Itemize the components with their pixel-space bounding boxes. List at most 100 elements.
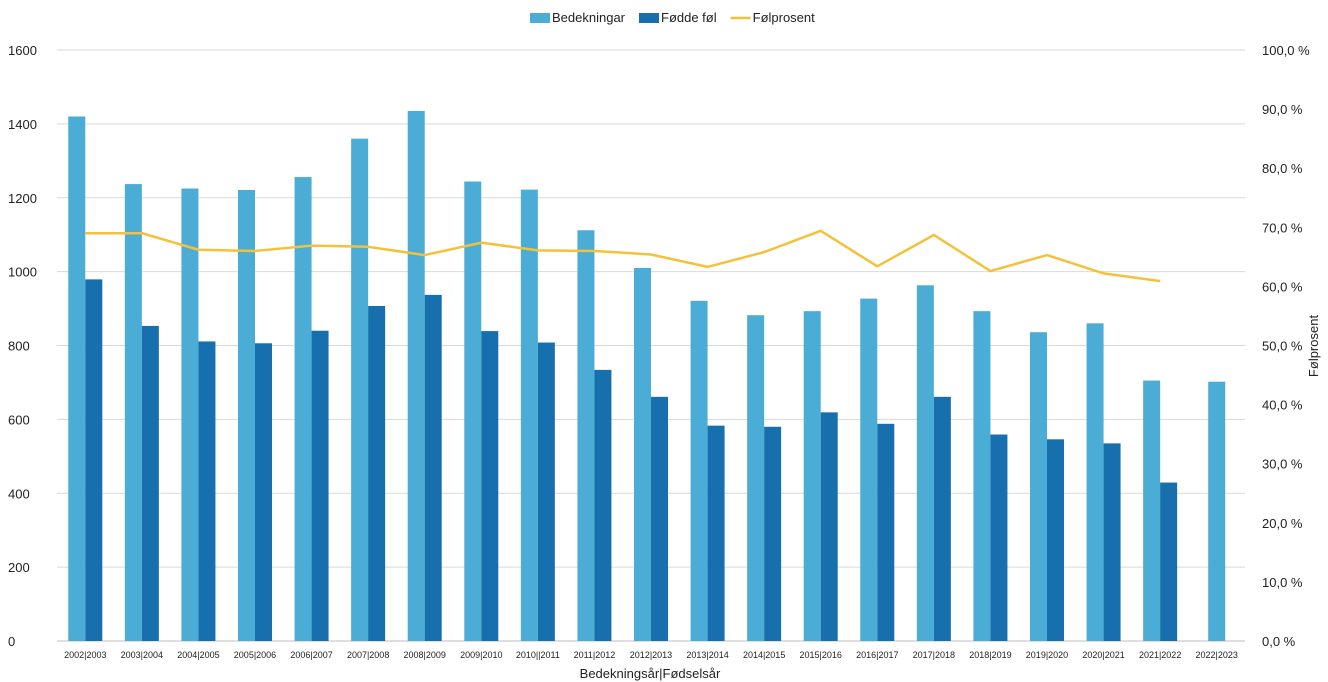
legend-label: Følprosent [753, 10, 816, 25]
legend-item: Fødde føl [639, 10, 717, 25]
bar [255, 343, 272, 641]
y2-tick-label: 60,0 % [1262, 279, 1303, 294]
y2-tick-label: 90,0 % [1262, 102, 1303, 117]
y2-tick-label: 70,0 % [1262, 220, 1303, 235]
y2-tick-label: 30,0 % [1262, 457, 1303, 472]
right-axis-title: Følprosent [1306, 315, 1321, 378]
y-tick-label: 0 [8, 634, 15, 649]
x-tick-label: 2011|2012 [574, 650, 616, 660]
x-axis-ticks: 2002|2003 2003|2004 2004|2005 2005|2006 2006… [64, 650, 1238, 660]
x-tick-label: 2018|2019 [969, 650, 1011, 660]
legend: Bedekningar Fødde føl Følprosent [530, 10, 815, 25]
bar [141, 325, 159, 641]
bar [124, 184, 142, 641]
bar [707, 425, 725, 641]
bar [85, 279, 103, 641]
bar [651, 396, 668, 641]
bar [351, 138, 369, 641]
y2-tick-label: 10,0 % [1262, 575, 1303, 590]
bar [860, 298, 878, 641]
bar [294, 177, 312, 641]
bar [877, 423, 895, 641]
bar [577, 230, 595, 641]
bar [990, 434, 1008, 641]
line-series [85, 229, 1161, 283]
bar [424, 294, 442, 641]
y-tick-label: 1200 [8, 191, 37, 206]
bar [933, 396, 951, 641]
y2-tick-label: 0,0 % [1262, 634, 1296, 649]
bar [464, 181, 482, 641]
y-tick-label: 400 [8, 486, 30, 501]
y2-tick-label: 20,0 % [1262, 516, 1303, 531]
x-tick-label: 2009|2010 [460, 650, 502, 660]
y-tick-label: 200 [8, 560, 30, 575]
x-tick-label: 2013|2014 [686, 650, 728, 660]
bar [1086, 323, 1104, 641]
line-path [85, 229, 1161, 283]
bar [1208, 381, 1226, 641]
x-tick-label: 2022|2023 [1196, 650, 1238, 660]
x-tick-label: 2012|2013 [630, 650, 672, 660]
legend-swatch [530, 13, 550, 23]
bar [1030, 332, 1047, 641]
right-axis-ticks: 0,0 % 10,0 % 20,0 % 30,0 % 40,0 % 50,0 % 60,0 … [1262, 43, 1310, 649]
y2-tick-label: 40,0 % [1262, 398, 1303, 413]
x-tick-label: 2021|2022 [1139, 650, 1181, 660]
bar [916, 285, 934, 641]
x-tick-label: 2016|2017 [856, 650, 898, 660]
bar [803, 311, 821, 641]
bar [181, 188, 199, 641]
y2-tick-label: 50,0 % [1262, 339, 1303, 354]
bar [311, 330, 329, 641]
y-tick-label: 600 [8, 412, 30, 427]
y2-tick-label: 80,0 % [1262, 161, 1303, 176]
x-tick-label: 2002|2003 [64, 650, 106, 660]
x-tick-label: 2003|2004 [121, 650, 163, 660]
legend-label: Bedekningar [552, 10, 626, 25]
bar [481, 331, 499, 641]
bar [198, 341, 216, 641]
bar [594, 369, 612, 641]
bar [690, 300, 708, 641]
bar [407, 110, 425, 641]
y-tick-label: 800 [8, 339, 30, 354]
legend-item: Følprosent [730, 10, 816, 25]
legend-label: Fødde føl [661, 10, 717, 25]
legend-swatch [639, 13, 659, 23]
bar [764, 426, 782, 641]
y-tick-label: 1400 [8, 117, 37, 132]
x-tick-label: 2014|2015 [743, 650, 785, 660]
x-tick-label: 2010||2011 [516, 650, 560, 660]
x-tick-label: 2019|2020 [1026, 650, 1068, 660]
x-tick-label: 2005|2006 [234, 650, 276, 660]
x-tick-label: 2017|2018 [913, 650, 955, 660]
bar [1047, 439, 1064, 641]
bar [1143, 380, 1161, 641]
x-axis-title: Bedekningsår|Fødselsår [580, 666, 721, 681]
y-tick-label: 1000 [8, 265, 37, 280]
bar [820, 412, 838, 641]
x-tick-label: 2007|2008 [347, 650, 389, 660]
bar [520, 189, 538, 641]
bar [973, 311, 991, 641]
y-tick-label: 1600 [8, 43, 37, 58]
x-tick-label: 2006|2007 [290, 650, 332, 660]
y2-tick-label: 100,0 % [1262, 43, 1310, 58]
bar [368, 305, 386, 641]
left-axis-ticks: 0 200 400 600 800 1000 1200 1400 1600 [8, 43, 37, 649]
bar [68, 116, 86, 642]
bar [747, 315, 765, 641]
bars [68, 110, 1226, 642]
x-tick-label: 2020|2021 [1082, 650, 1124, 660]
bar [1103, 443, 1121, 641]
legend-item: Bedekningar [530, 10, 626, 25]
x-tick-label: 2004|2005 [177, 650, 219, 660]
bar [634, 267, 651, 641]
x-tick-label: 2015|2016 [800, 650, 842, 660]
bar [238, 189, 255, 642]
x-tick-label: 2008|2009 [404, 650, 446, 660]
bar [1160, 482, 1178, 641]
bar [537, 342, 555, 641]
